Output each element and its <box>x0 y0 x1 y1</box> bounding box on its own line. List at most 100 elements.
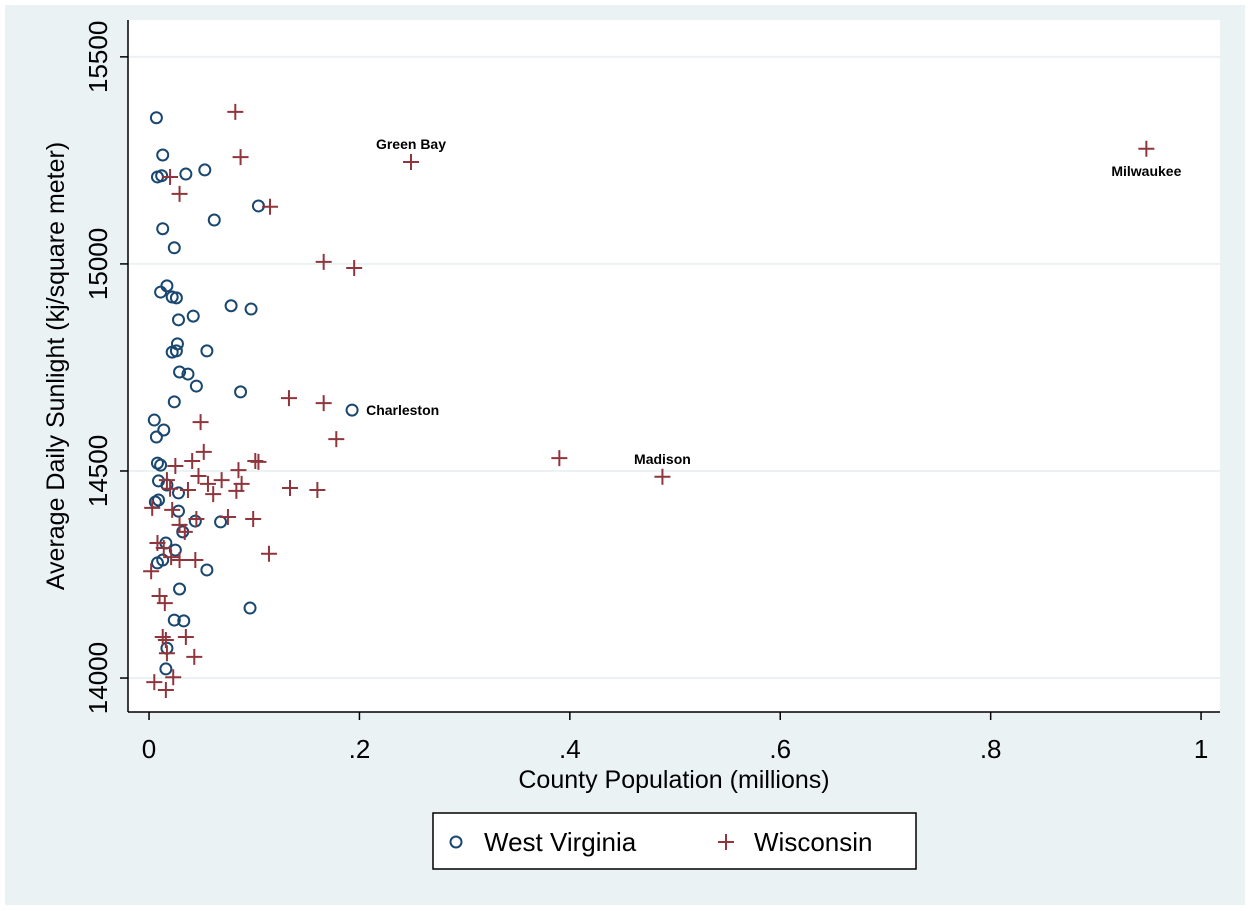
plus-marker <box>232 149 249 166</box>
plus-marker <box>162 480 179 497</box>
plus-marker <box>219 508 236 525</box>
circle-marker <box>244 302 258 316</box>
circle-marker <box>147 413 161 427</box>
y-tick-label: 15000 <box>83 228 113 300</box>
plot-area <box>128 20 1220 712</box>
circle-marker <box>171 313 185 327</box>
circle-marker <box>167 395 181 409</box>
legend-box <box>432 812 917 870</box>
plus-marker <box>654 468 671 485</box>
plus-marker <box>143 563 160 580</box>
circle-marker <box>173 365 187 379</box>
plus-marker <box>315 253 332 270</box>
plus-marker <box>154 629 171 646</box>
plus-marker <box>167 458 184 475</box>
plus-marker <box>346 260 363 277</box>
plus-marker <box>262 198 279 215</box>
circle-marker <box>171 486 185 500</box>
plus-marker <box>162 168 179 185</box>
plus-marker <box>213 472 230 489</box>
plus-marker <box>158 472 175 489</box>
x-tick-label: .8 <box>980 734 1002 764</box>
plus-marker <box>309 482 326 499</box>
circle-marker <box>167 613 181 627</box>
circle-marker <box>169 291 183 305</box>
circle-marker <box>189 379 203 393</box>
x-tick-label: .2 <box>349 734 371 764</box>
plus-marker <box>179 482 196 499</box>
plus-marker <box>190 467 207 484</box>
circle-marker <box>167 241 181 255</box>
circle-marker <box>186 309 200 323</box>
plus-marker <box>171 552 188 569</box>
x-tick-label: 0 <box>142 734 156 764</box>
plus-marker <box>157 631 174 648</box>
annotation: Milwaukee <box>1111 163 1181 179</box>
circle-marker <box>224 299 238 313</box>
plus-marker <box>165 669 182 686</box>
plus-marker <box>280 390 297 407</box>
plus-marker <box>155 540 172 557</box>
circle-marker <box>179 167 193 181</box>
legend-label: Wisconsin <box>754 827 872 857</box>
plus-marker <box>250 453 267 470</box>
plus-marker <box>176 523 193 540</box>
circle-marker <box>154 285 168 299</box>
plus-marker <box>315 395 332 412</box>
plus-marker <box>551 450 568 467</box>
circle-marker <box>156 222 170 236</box>
plus-marker <box>146 674 163 691</box>
circle-marker <box>198 163 212 177</box>
circle-marker <box>243 601 257 615</box>
legend-label: West Virginia <box>484 827 637 857</box>
grid <box>128 55 1220 680</box>
circle-marker <box>200 344 214 358</box>
x-tick-label: 1 <box>1194 734 1208 764</box>
plus-marker <box>228 482 245 499</box>
y-tick-label: 14500 <box>83 435 113 507</box>
plus-marker <box>187 552 204 569</box>
plus-marker <box>163 549 180 566</box>
plus-marker <box>328 431 345 448</box>
circle-marker <box>165 345 179 359</box>
plus-marker <box>1138 140 1155 157</box>
circle-marker <box>188 514 202 528</box>
plus-marker <box>718 834 734 850</box>
circle-marker <box>177 614 191 628</box>
plus-marker <box>282 479 299 496</box>
circle-marker <box>181 367 195 381</box>
plus-marker <box>171 185 188 202</box>
y-tick-label: 14000 <box>83 642 113 714</box>
plus-marker <box>195 443 212 460</box>
plus-marker <box>156 595 173 612</box>
circle-marker <box>157 423 171 437</box>
x-axis-title: County Population (millions) <box>518 766 829 794</box>
marks <box>143 103 1155 699</box>
y-axis-title: Average Daily Sunlight (kj/square meter) <box>42 142 70 590</box>
circle-marker <box>159 662 173 676</box>
circle-marker <box>156 148 170 162</box>
circle-marker <box>155 169 169 183</box>
circle-marker <box>149 430 163 444</box>
plus-marker <box>157 682 174 699</box>
circle-marker <box>449 835 463 849</box>
plus-marker <box>144 499 161 516</box>
annotation: Green Bay <box>376 136 446 152</box>
plus-marker <box>186 648 203 665</box>
plus-marker <box>188 511 205 528</box>
circle-marker <box>149 111 163 125</box>
circle-marker <box>345 403 359 417</box>
y-tick-label: 15500 <box>83 21 113 93</box>
x-tick-label: .6 <box>769 734 791 764</box>
circle-marker <box>207 213 221 227</box>
annotation: Charleston <box>366 402 439 418</box>
plus-marker <box>227 103 244 120</box>
legend: West Virginia Wisconsin <box>449 827 872 857</box>
plus-marker <box>245 511 262 528</box>
plus-marker <box>260 545 277 562</box>
plus-marker <box>199 475 216 492</box>
circle-marker <box>150 556 164 570</box>
circle-marker <box>200 563 214 577</box>
plus-marker <box>164 501 181 518</box>
